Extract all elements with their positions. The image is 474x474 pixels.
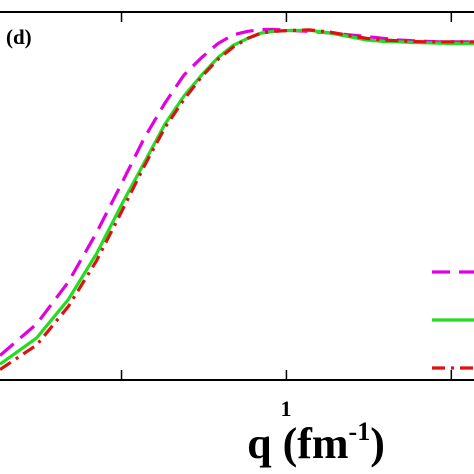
series-line-2 (0, 28, 474, 366)
x-axis-label: q (fm-1) (247, 417, 385, 468)
legend (432, 270, 474, 370)
series-line-3 (0, 28, 474, 371)
x-axis-label-main: q (fm (247, 419, 348, 468)
panel-label: (d) (6, 25, 32, 49)
x-axis-label-close: ) (370, 419, 385, 468)
series-line-1 (0, 27, 474, 357)
plot-frame (0, 11, 474, 381)
x-tick-label: 1 (281, 396, 292, 421)
series-layer (0, 27, 474, 371)
x-axis-label-exponent: -1 (349, 417, 371, 446)
